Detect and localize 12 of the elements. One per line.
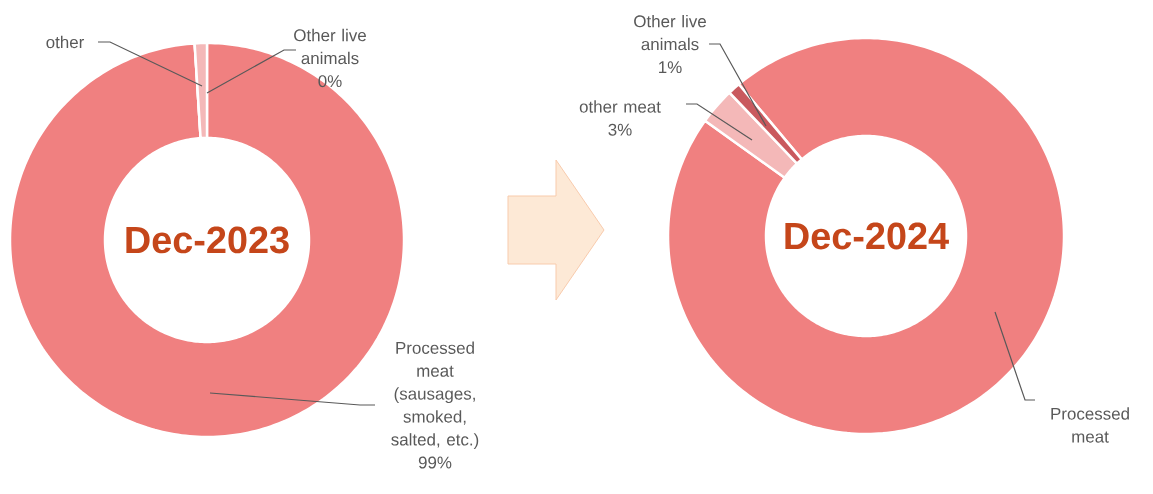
text: Dec-2023: [126, 226, 289, 254]
slice-label: Processed meat (sausages, smoked, salted, etc.): [391, 341, 479, 449]
slice-label: Processed meat: [1051, 407, 1129, 443]
category-label: Other live animals: [294, 28, 366, 65]
text: Dec-2024: [785, 222, 949, 250]
slice-label: other: [46, 35, 85, 49]
text: 0%: [318, 75, 342, 88]
data-label: 99%: [418, 456, 452, 469]
slice-label: other meat: [579, 100, 661, 113]
data-label: 1%: [659, 61, 682, 74]
data-label: 3%: [608, 123, 632, 136]
slice-label: Other live animals: [634, 14, 706, 51]
